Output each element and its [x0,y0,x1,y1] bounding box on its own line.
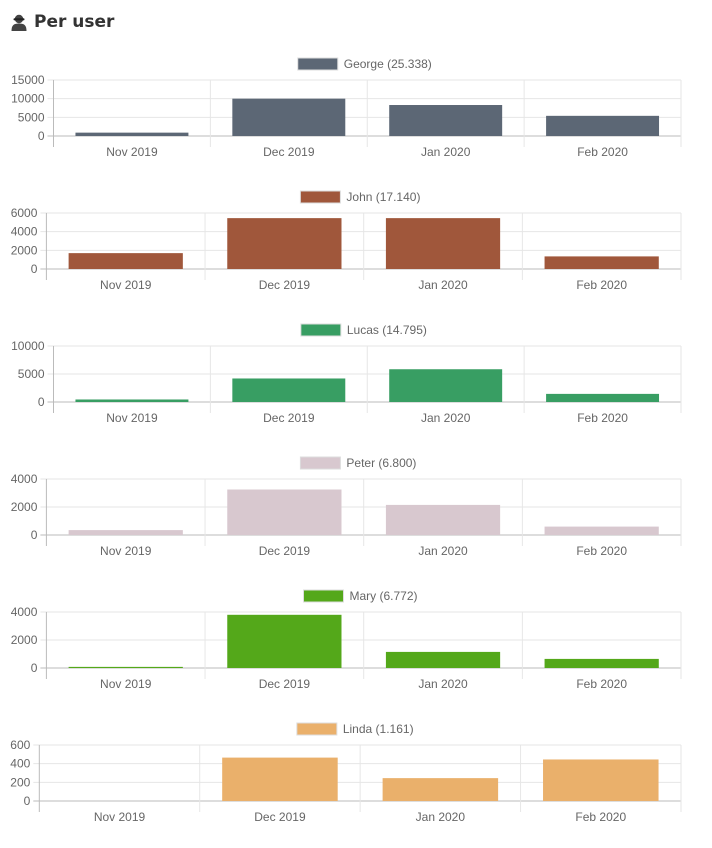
legend-label-lucas[interactable]: Lucas (14.795) [347,323,427,337]
bar-mary-jan-2020[interactable] [385,651,501,668]
x-tick-label: Nov 2019 [94,810,146,824]
chart-george: George (25.338) 15000 10000 5000 0 Nov 2019 De… [11,57,682,159]
x-tick-label: Dec 2019 [254,810,306,824]
bar-george-nov-2019[interactable] [75,132,189,136]
bar-mary-feb-2020[interactable] [544,658,659,668]
bar-john-dec-2019[interactable] [227,218,342,269]
bar-mary-nov-2019[interactable] [68,666,183,668]
bar-lucas-nov-2019[interactable] [75,399,189,402]
legend-label-peter[interactable]: Peter (6.800) [346,456,416,470]
x-tick-label: Feb 2020 [576,677,627,691]
y-tick-label: 2000 [11,243,38,257]
y-tick-label: 600 [10,738,30,752]
legend-label-john[interactable]: John (17.140) [346,190,420,204]
chart-peter: Peter (6.800) 4000 2000 0 Nov 2019 Dec 2019 Ja… [11,456,682,558]
x-tick-label: Dec 2019 [259,278,311,292]
y-tick-label: 4000 [11,605,38,619]
x-tick-label: Dec 2019 [263,145,315,159]
bar-lucas-jan-2020[interactable] [389,369,503,402]
y-tick-label: 2000 [11,500,38,514]
bar-linda-jan-2020[interactable] [382,778,499,801]
y-tick-label: 5000 [18,110,45,124]
y-tick-label: 400 [10,757,30,771]
chart-linda: Linda (1.161) 600 400 200 0 Nov 2019 Dec 2019 J… [10,722,682,824]
y-tick-label: 6000 [11,206,38,220]
y-tick-label: 2000 [11,633,38,647]
x-tick-label: Nov 2019 [100,544,152,558]
x-tick-label: Dec 2019 [259,677,311,691]
y-tick-label: 0 [38,395,45,409]
x-tick-label: Feb 2020 [576,278,627,292]
bar-john-feb-2020[interactable] [544,256,659,269]
legend-swatch-mary[interactable] [303,589,344,603]
bar-linda-dec-2019[interactable] [222,757,338,801]
x-tick-label: Feb 2020 [576,544,627,558]
y-tick-label: 0 [24,794,31,808]
x-tick-label: Dec 2019 [263,411,315,425]
y-tick-label: 4000 [11,225,38,239]
y-tick-label: 4000 [11,472,38,486]
bar-george-dec-2019[interactable] [232,98,346,136]
legend-swatch-lucas[interactable] [300,323,342,337]
x-tick-label: Nov 2019 [106,145,158,159]
x-tick-label: Jan 2020 [418,677,468,691]
y-tick-label: 0 [31,528,38,542]
y-tick-label: 10000 [11,92,45,106]
x-tick-label: Feb 2020 [575,810,626,824]
legend-label-linda[interactable]: Linda (1.161) [343,722,414,736]
y-tick-label: 10000 [11,339,45,353]
section-header: Per user [10,10,114,34]
chart-john: John (17.140) 6000 4000 2000 0 Nov 2019 Dec 20… [11,190,682,292]
x-tick-label: Nov 2019 [100,677,152,691]
x-tick-label: Nov 2019 [106,411,158,425]
legend-swatch-peter[interactable] [299,456,341,470]
chart-mary: Mary (6.772) 4000 2000 0 Nov 2019 Dec 2019 Jan… [11,589,682,691]
x-tick-label: Feb 2020 [577,145,628,159]
y-tick-label: 15000 [11,73,45,87]
y-tick-label: 0 [31,661,38,675]
bar-peter-nov-2019[interactable] [68,530,183,535]
x-tick-label: Feb 2020 [577,411,628,425]
x-tick-label: Jan 2020 [418,544,468,558]
bar-john-nov-2019[interactable] [68,253,183,269]
bar-george-jan-2020[interactable] [389,105,503,136]
bar-john-jan-2020[interactable] [385,218,501,269]
y-tick-label: 200 [10,775,30,789]
bar-linda-feb-2020[interactable] [543,759,659,801]
y-tick-label: 0 [38,129,45,143]
chart-lucas: Lucas (14.795) 10000 5000 0 Nov 2019 Dec 2019… [11,323,682,425]
y-tick-label: 5000 [18,367,45,381]
x-tick-label: Dec 2019 [259,544,311,558]
section-title: Per user [34,12,115,32]
legend-label-george[interactable]: George (25.338) [344,57,432,71]
bar-peter-jan-2020[interactable] [385,504,501,535]
x-tick-label: Jan 2020 [421,411,471,425]
bar-lucas-feb-2020[interactable] [546,393,660,402]
legend-swatch-linda[interactable] [296,722,338,736]
bar-lucas-dec-2019[interactable] [232,378,346,402]
x-tick-label: Nov 2019 [100,278,152,292]
x-tick-label: Jan 2020 [421,145,471,159]
y-tick-label: 0 [31,262,38,276]
bar-george-feb-2020[interactable] [546,115,660,136]
bar-peter-dec-2019[interactable] [227,489,342,536]
x-tick-label: Jan 2020 [418,278,468,292]
user-spy-icon [11,14,27,31]
bar-peter-feb-2020[interactable] [544,526,659,535]
bar-mary-dec-2019[interactable] [227,614,342,668]
legend-swatch-george[interactable] [297,57,339,71]
legend-label-mary[interactable]: Mary (6.772) [350,589,418,603]
x-tick-label: Jan 2020 [416,810,466,824]
legend-swatch-john[interactable] [299,190,341,204]
